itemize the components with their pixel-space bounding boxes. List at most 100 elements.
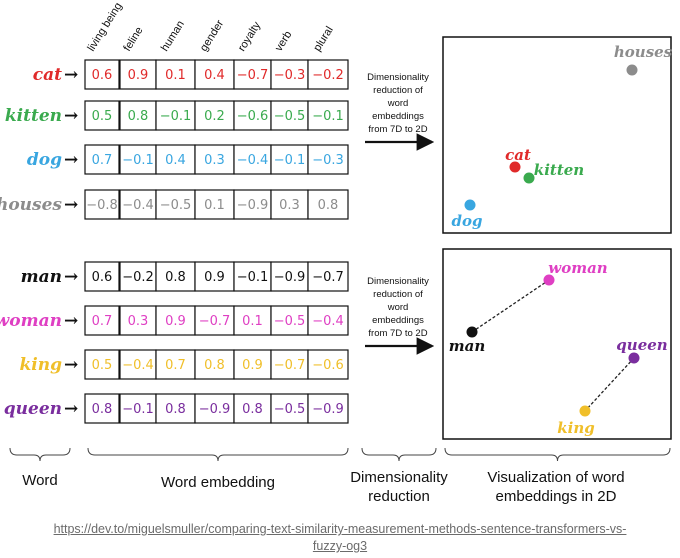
embedding-value: −0.1: [237, 270, 269, 285]
reduction-note-line: reduction of: [373, 289, 423, 300]
embedding-cell: [155, 100, 196, 131]
embedding-value: −0.1: [122, 402, 154, 417]
embedding-cell: [84, 100, 120, 131]
embedding-cell: [233, 144, 272, 175]
embedding-cell: [233, 349, 272, 380]
embedding-value: −0.7: [312, 270, 344, 285]
embedding-cell: [84, 59, 120, 90]
embedding-value: 0.2: [204, 109, 225, 124]
point-label-kitten: kitten: [534, 161, 584, 179]
header-feline: feline: [121, 25, 145, 54]
point-label-dog: dog: [452, 212, 483, 230]
row-man: man → 0.6 −0.2 0.8 0.9 −0.1 −0.9 −0.7: [21, 261, 349, 292]
row-arrow: →: [64, 311, 78, 331]
word-label-dog: dog: [27, 150, 62, 170]
word-label-cat: cat: [33, 65, 62, 85]
embedding-value: 0.7: [92, 314, 113, 329]
embedding-value: −0.4: [237, 153, 269, 168]
embedding-cell: [119, 305, 157, 336]
point-label-cat: cat: [505, 146, 531, 164]
row-arrow: →: [64, 65, 78, 85]
embedding-cell: [307, 393, 349, 424]
embedding-value: 0.1: [165, 68, 186, 83]
reduction-note-line: Dimensionality: [367, 72, 429, 83]
point-label-king: king: [557, 419, 595, 437]
header-human: human: [159, 19, 187, 54]
embedding-cell: [307, 59, 349, 90]
point-label-man: man: [449, 337, 486, 355]
embedding-value: −0.1: [274, 153, 306, 168]
reduction-note-line: embeddings: [372, 111, 424, 122]
label-dimensionality-reduction: reduction: [368, 488, 430, 505]
embedding-cell: [270, 393, 309, 424]
embedding-cell: [155, 144, 196, 175]
embedding-value: 0.1: [204, 198, 225, 213]
embedding-value: −0.9: [237, 198, 269, 213]
row-arrow: →: [64, 399, 78, 419]
embedding-cell: [84, 305, 120, 336]
header-living-being: living being: [85, 1, 124, 54]
embedding-cell: [84, 349, 120, 380]
embedding-cell: [233, 59, 272, 90]
word-label-king: king: [20, 355, 63, 375]
point-queen: [628, 352, 640, 364]
embedding-cell: [307, 261, 349, 292]
point-kitten: [523, 172, 535, 184]
reduction-note-line: reduction of: [373, 85, 423, 96]
embedding-cell: [307, 305, 349, 336]
embedding-value: −0.9: [199, 402, 231, 417]
label-word-embedding: Word embedding: [161, 474, 275, 491]
embedding-value: −0.2: [122, 270, 154, 285]
section-braces: Word Word embedding Dimensionality reductio…: [9, 447, 671, 505]
word-label-man: man: [21, 267, 62, 287]
embedding-cell: [155, 393, 196, 424]
embedding-value: 0.9: [242, 358, 263, 373]
embedding-value: −0.9: [312, 402, 344, 417]
embedding-value: 0.5: [92, 358, 113, 373]
source-link[interactable]: https://dev.to/miguelsmuller/comparing-t…: [0, 521, 680, 555]
embedding-cell: [119, 59, 157, 90]
embedding-value: −0.2: [312, 68, 344, 83]
point-cat: [509, 161, 521, 173]
embedding-cell: [155, 349, 196, 380]
embedding-cell: [194, 305, 235, 336]
embedding-cell: [307, 189, 349, 220]
source-link-line-2: fuzzy-og3: [312, 539, 368, 553]
embedding-value: 0.8: [242, 402, 263, 417]
embedding-value: 0.9: [128, 68, 149, 83]
embedding-value: 0.8: [128, 109, 149, 124]
embedding-value: 0.1: [242, 314, 263, 329]
embedding-value: −0.3: [274, 68, 306, 83]
row-arrow: →: [64, 355, 78, 375]
brace-visualization: [444, 447, 671, 462]
embedding-value: −0.7: [237, 68, 269, 83]
point-dog: [464, 199, 476, 211]
embedding-cell: [84, 189, 120, 220]
row-houses: houses → −0.8 −0.4 −0.5 0.1 −0.9 0.3 0.8: [0, 189, 349, 220]
embedding-cell: [270, 305, 309, 336]
embedding-cell: [233, 393, 272, 424]
row-cat: cat → 0.6 0.9 0.1 0.4 −0.7 −0.3 −0.2: [33, 59, 349, 90]
embedding-cell: [84, 144, 120, 175]
label-visualization: Visualization of word: [487, 469, 624, 486]
embedding-value: 0.5: [92, 109, 113, 124]
row-woman: woman → 0.7 0.3 0.9 −0.7 0.1 −0.5 −0.4: [0, 305, 349, 336]
embedding-cell: [270, 189, 309, 220]
reduction-note-1: Dimensionality reduction of word embeddings…: [367, 72, 429, 135]
reduction-note-line: word: [387, 302, 409, 313]
row-dog: dog → 0.7 −0.1 0.4 0.3 −0.4 −0.1 −0.3: [27, 144, 349, 175]
word-label-woman: woman: [0, 311, 62, 331]
embedding-value: 0.8: [318, 198, 339, 213]
embedding-value: −0.4: [122, 358, 154, 373]
embedding-cell: [270, 349, 309, 380]
label-word: Word: [22, 472, 58, 489]
row-queen: queen → 0.8 −0.1 0.8 −0.9 0.8 −0.5 −0.9: [4, 393, 349, 424]
point-man: [466, 326, 478, 338]
embedding-value: 0.3: [279, 198, 300, 213]
embedding-cell: [119, 144, 157, 175]
